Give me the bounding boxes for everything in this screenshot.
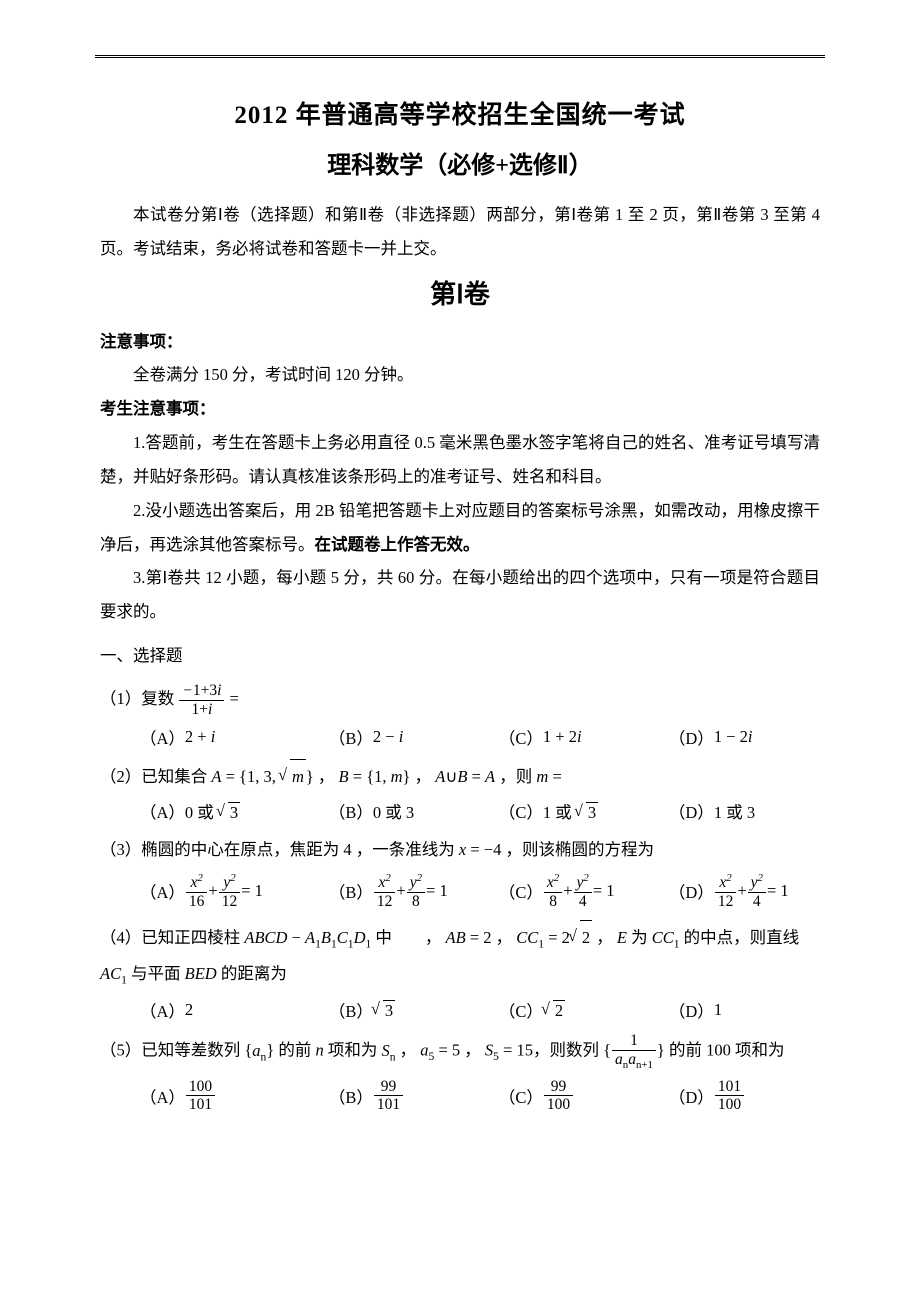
q2-stem: （2）已知集合 A = {1, 3, m} ， B = {1, m} ， A∪B… <box>100 759 820 793</box>
candidate-label: 考生注意事项： <box>100 392 820 426</box>
q1-post: = <box>230 689 239 708</box>
c1: 1.答题前，考生在答题卡上务必用直径 0.5 毫米黑色墨水签字笔将自己的姓名、准… <box>100 426 820 494</box>
title-main: 2012 年普通高等学校招生全国统一考试 <box>100 95 820 131</box>
q1-frac: −1+3i 1+i <box>179 682 224 719</box>
q5-stem: （5）已知等差数列 {an} 的前 n 项和为 Sn ， a5 = 5 ， S5… <box>100 1032 820 1071</box>
q2-options: （A）0 或 3 （B）0 或 3 （C）1 或 3 （D）1 或 3 <box>100 799 820 823</box>
section-title: 第Ⅰ卷 <box>100 274 820 311</box>
q4-stem: （4）已知正四棱柱 ABCD − A1B1C1D1 中 ， AB = 2 ， C… <box>100 920 820 992</box>
q1-C: （C）1 + 2i <box>499 725 669 749</box>
q1-A: （A）2 + i <box>140 725 329 749</box>
q4-options: （A）2 （B）3 （C）2 （D）1 <box>100 998 820 1022</box>
q2-D: （D）1 或 3 <box>669 799 820 823</box>
q1-den: 1+i <box>179 701 224 719</box>
q5-D: （D） 101100 <box>669 1078 820 1115</box>
q3-B: （B） x212 + y28 = 1 <box>329 872 499 911</box>
q2-C: （C）1 或 3 <box>499 799 669 823</box>
title-sub: 理科数学（必修+选修Ⅱ） <box>100 145 820 180</box>
q3-D: （D） x212 + y24 = 1 <box>669 872 820 911</box>
q1-stem: （1）复数 −1+3i 1+i = <box>100 682 820 719</box>
notice-text: 全卷满分 150 分，考试时间 120 分钟。 <box>100 358 820 392</box>
intro-p1: 本试卷分第Ⅰ卷（选择题）和第Ⅱ卷（非选择题）两部分，第Ⅰ卷第 1 至 2 页，第… <box>100 198 820 266</box>
c2: 2.没小题选出答案后，用 2B 铅笔把答题卡上对应题目的答案标号涂黑，如需改动，… <box>100 494 820 562</box>
page-content: 2012 年普通高等学校招生全国统一考试 理科数学（必修+选修Ⅱ） 本试卷分第Ⅰ… <box>0 55 920 1114</box>
top-rule <box>95 55 825 58</box>
q3-C: （C） x28 + y24 = 1 <box>499 872 669 911</box>
q3-A: （A） x216 + y212 = 1 <box>140 872 329 911</box>
q5-B: （B） 99101 <box>329 1078 499 1115</box>
q3-options: （A） x216 + y212 = 1 （B） x212 + y28 = 1 （… <box>100 872 820 911</box>
q4-D: （D）1 <box>669 998 820 1022</box>
c3: 3.第Ⅰ卷共 12 小题，每小题 5 分，共 60 分。在每小题给出的四个选项中… <box>100 561 820 629</box>
q5-C: （C） 99100 <box>499 1078 669 1115</box>
q4-B: （B）3 <box>329 998 499 1022</box>
q2-A: （A）0 或 3 <box>140 799 329 823</box>
part-label: 一、选择题 <box>100 639 820 672</box>
q4-A: （A）2 <box>140 998 329 1022</box>
q4-C: （C）2 <box>499 998 669 1022</box>
q5-A: （A） 100101 <box>140 1078 329 1115</box>
q3-stem: （3）椭圆的中心在原点，焦距为 4 ，一条准线为 x = −4 ，则该椭圆的方程… <box>100 833 820 866</box>
q1-D: （D）1 − 2i <box>669 725 820 749</box>
q1-options: （A）2 + i （B）2 − i （C）1 + 2i （D）1 − 2i <box>100 725 820 749</box>
notice-label: 注意事项： <box>100 325 820 359</box>
q2-B: （B）0 或 3 <box>329 799 499 823</box>
q5-options: （A） 100101 （B） 99101 （C） 99100 （D） 10110… <box>100 1078 820 1115</box>
q1-num: −1+3i <box>179 682 224 701</box>
q1-B: （B）2 − i <box>329 725 499 749</box>
q1-pre: （1）复数 <box>100 689 174 708</box>
c2-bold: 在试题卷上作答无效。 <box>315 535 480 554</box>
